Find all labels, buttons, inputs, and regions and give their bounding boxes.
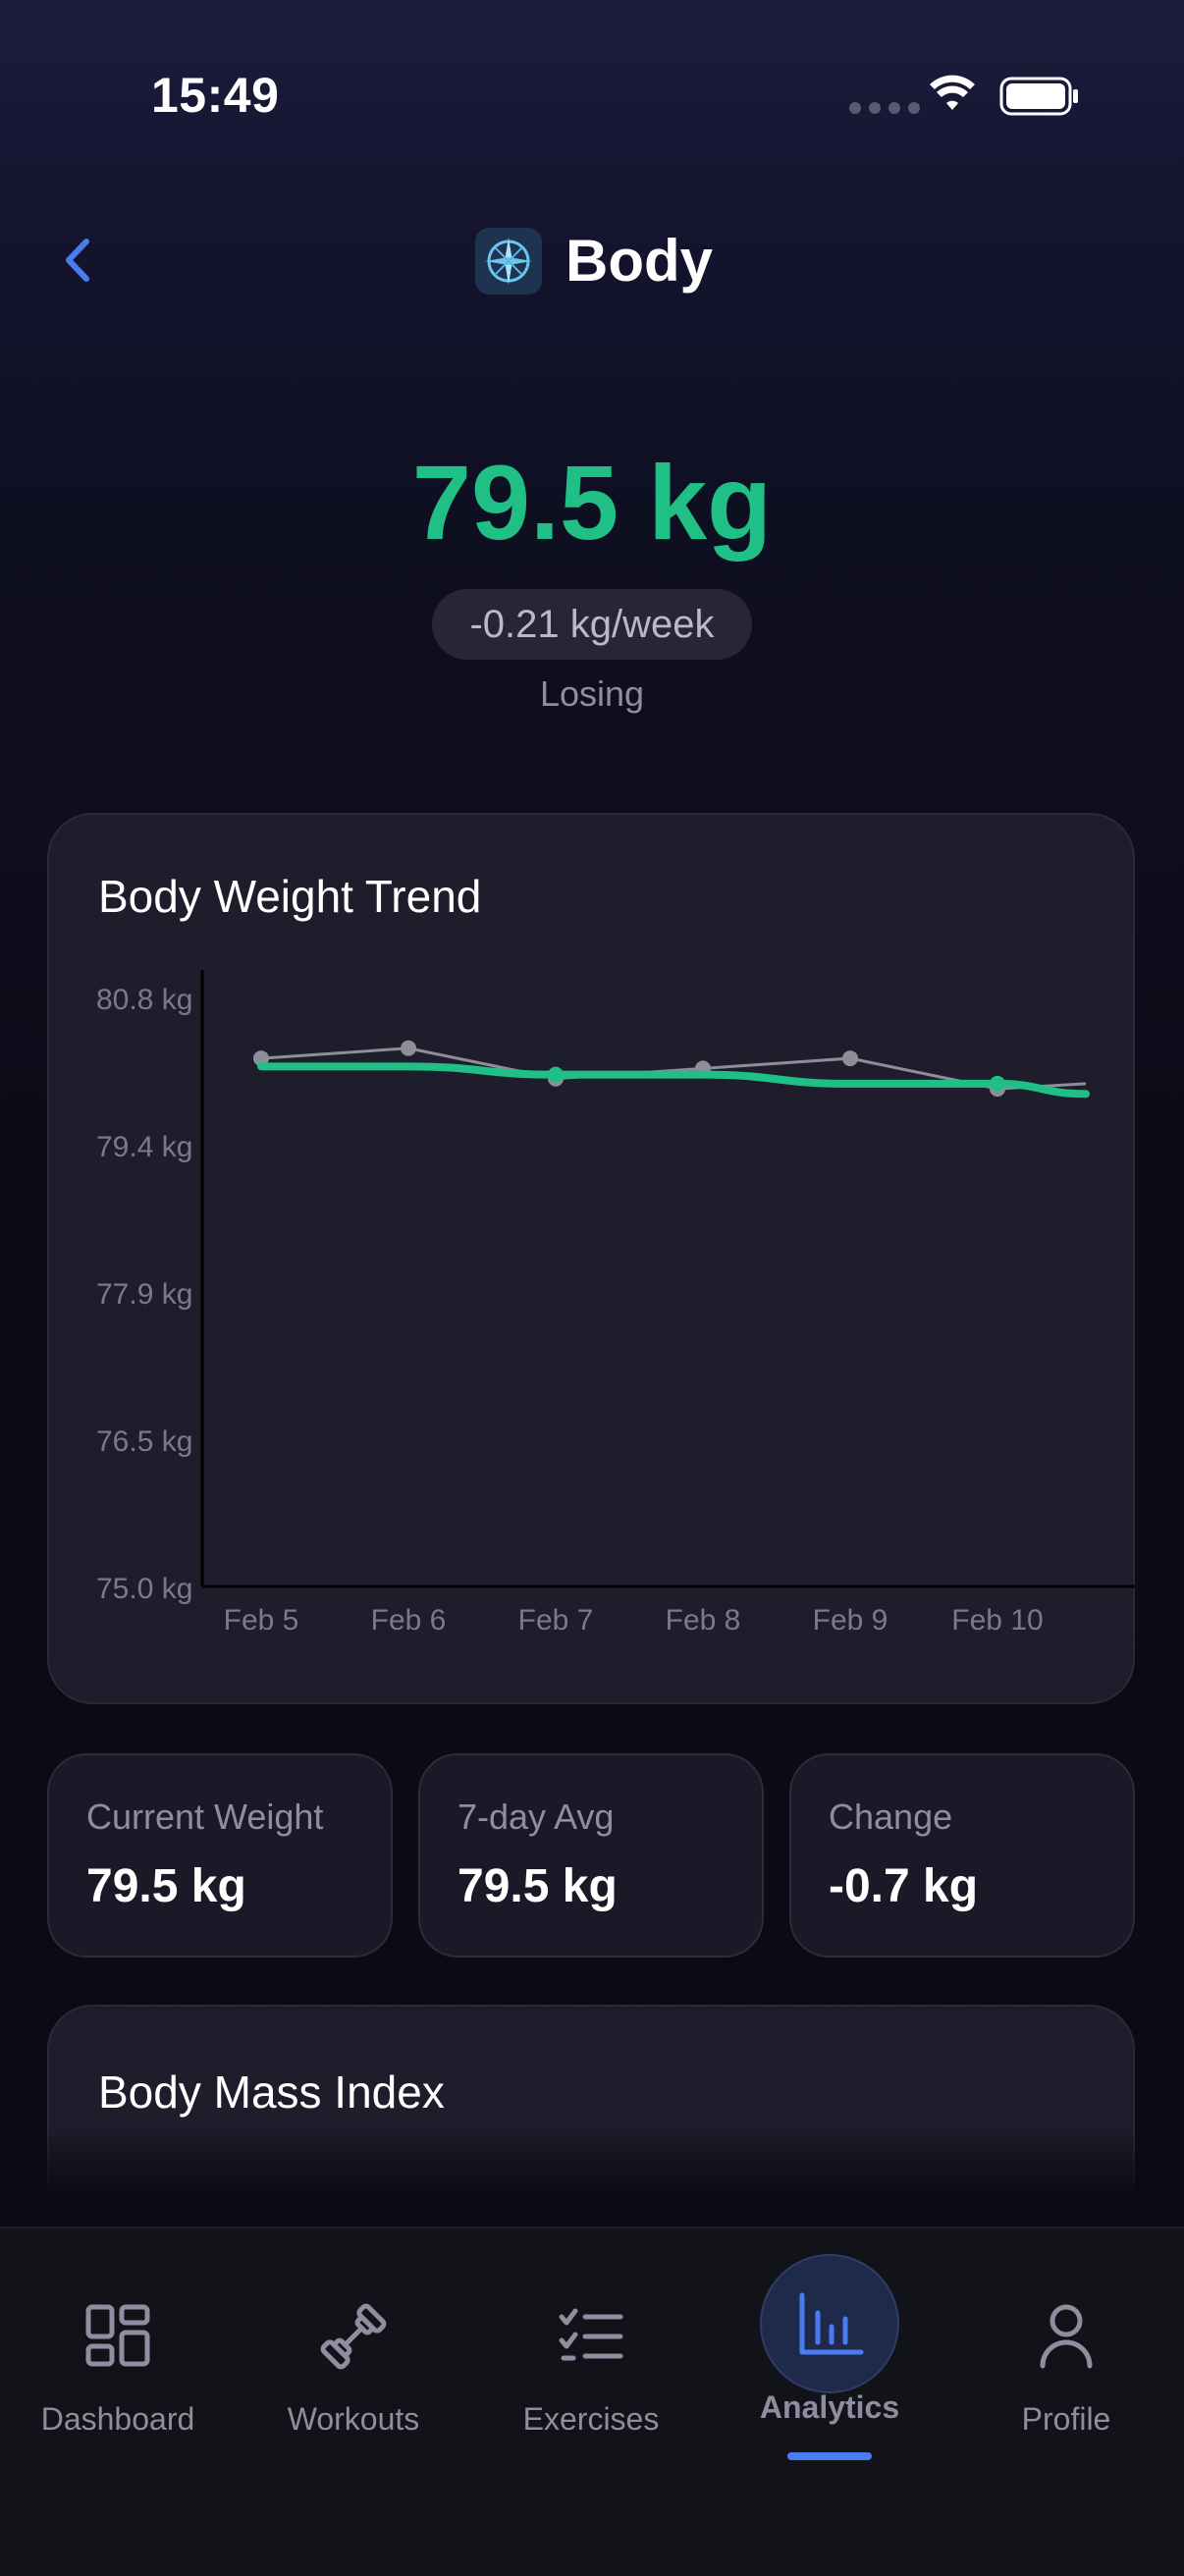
tab-label: Dashboard [40,2401,195,2437]
tab-label: Workouts [287,2401,420,2437]
tab-bar [0,2227,1184,2576]
page-title: Body [565,228,713,294]
tab-analytics[interactable]: Analytics [712,2287,947,2464]
stat-label: Current Weight [86,1797,324,1837]
stat-label: Change [829,1797,953,1837]
x-tick-label: Feb 10 [951,1604,1043,1637]
stat-card-change: Change -0.7 kg [789,1753,1135,1958]
x-tick-label: Feb 5 [224,1604,299,1637]
tab-dashboard[interactable]: Dashboard [0,2297,236,2474]
weight-trend-chart: 80.8 kg 79.4 kg 77.9 kg 76.5 kg 75.0 kg Feb 5… [96,970,1135,1637]
data-point-raw [842,1050,858,1067]
scroll-fade [0,2126,1184,2228]
x-tick-label: Feb 8 [666,1604,741,1637]
x-tick-label: Feb 7 [518,1604,594,1637]
y-tick-label: 77.9 kg [96,1278,192,1311]
checklist-icon [559,2308,623,2361]
tab-label: Profile [1021,2401,1111,2437]
body-weight-trend-card [47,813,1135,1704]
y-tick-label: 80.8 kg [96,984,192,1016]
current-weight-display: 79.5 kg [411,443,773,562]
bmi-title: Body Mass Index [98,2066,445,2118]
active-tab-highlight [760,2254,899,2393]
x-tick-label: Feb 9 [813,1604,888,1637]
data-point-raw [253,1050,269,1067]
status-time: 15:49 [151,68,280,123]
data-point-raw [401,1040,416,1056]
dumbbell-icon [320,2303,387,2370]
y-tick-label: 75.0 kg [96,1573,192,1605]
back-button[interactable] [59,236,98,285]
tab-exercises[interactable]: Exercises [473,2297,709,2474]
cellular-signal-icon [849,102,920,114]
tab-label: Exercises [522,2401,660,2437]
chart-title: Body Weight Trend [98,871,482,922]
stat-value: 79.5 kg [86,1860,246,1912]
stat-label: 7-day Avg [457,1797,615,1837]
dashboard-grid-icon [85,2304,150,2367]
active-tab-indicator [787,2452,872,2460]
wifi-icon [930,75,975,110]
bar-chart-icon [799,2292,864,2355]
stat-card-7-day-avg: 7-day Avg 79.5 kg [418,1753,764,1958]
stat-value: -0.7 kg [829,1860,979,1912]
stat-value: 79.5 kg [457,1860,618,1912]
battery-icon [999,77,1078,116]
data-point-trend [990,1075,1005,1092]
y-tick-label: 76.5 kg [96,1425,192,1458]
y-tick-label: 79.4 kg [96,1131,192,1163]
person-icon [1040,2304,1093,2369]
data-point-trend [548,1066,564,1083]
series-line-trend [257,1062,1090,1099]
stat-card-current-weight: Current Weight 79.5 kg [47,1753,393,1958]
weekly-rate-badge: -0.21 kg/week [432,589,752,660]
compass-icon [475,228,542,295]
tab-label: Analytics [759,2389,900,2425]
x-tick-label: Feb 6 [371,1604,447,1637]
trend-status: Losing [539,673,645,714]
tab-profile[interactable]: Profile [948,2297,1184,2474]
tab-workouts[interactable]: Workouts [236,2297,471,2474]
